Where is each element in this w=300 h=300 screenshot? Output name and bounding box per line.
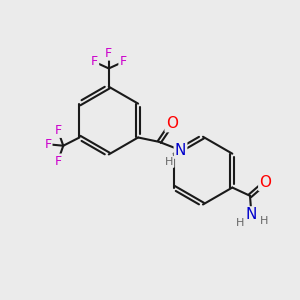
Text: F: F [44, 138, 52, 151]
Text: H: H [260, 216, 268, 226]
Text: H: H [165, 157, 173, 167]
Text: O: O [166, 116, 178, 131]
Text: N: N [246, 207, 257, 222]
Text: F: F [54, 154, 61, 167]
Text: H: H [236, 218, 244, 228]
Text: O: O [259, 175, 271, 190]
Text: F: F [105, 46, 112, 60]
Text: N: N [175, 142, 186, 158]
Text: F: F [119, 56, 127, 68]
Text: F: F [91, 56, 98, 68]
Text: F: F [54, 124, 61, 137]
